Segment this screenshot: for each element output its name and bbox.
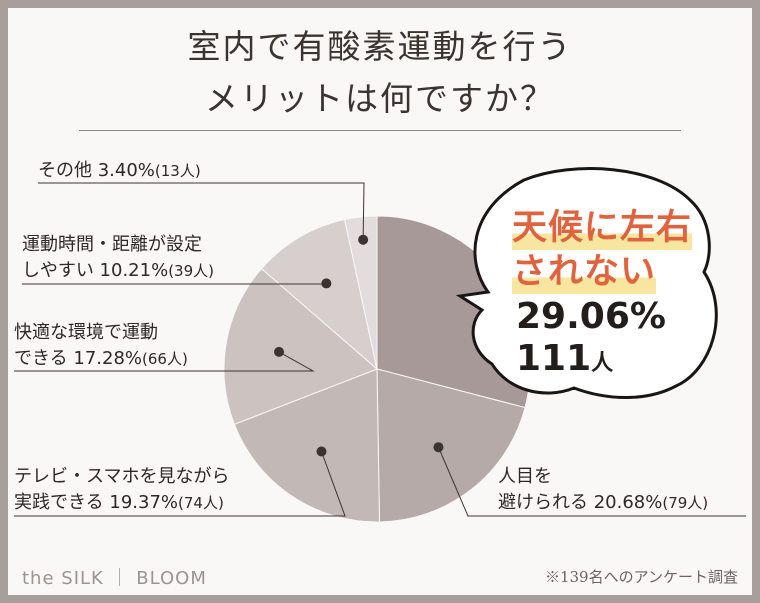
leader-line-comfort xyxy=(14,351,315,372)
slice-comfort xyxy=(223,267,378,425)
title-divider xyxy=(79,130,681,131)
label-other: その他 3.40%(13人) xyxy=(38,160,201,181)
slice-time-distance xyxy=(260,218,378,371)
survey-note: ※139名へのアンケート調査 xyxy=(544,568,738,586)
label-avoid-eyes: 人目を 避けられる 20.68%(79人) xyxy=(498,466,709,513)
label-comfort: 快適な環境で運動 できる 17.28%(66人) xyxy=(14,322,188,369)
slice-tv-phone xyxy=(233,368,381,523)
weather-count: 111人 xyxy=(516,338,614,379)
leader-line-avoid-eyes xyxy=(437,446,746,517)
leader-dot-avoid-eyes xyxy=(433,442,444,453)
label-tv-phone: テレビ・スマホを見ながら 実践できる 19.37%(74人) xyxy=(14,466,230,513)
weather-percent: 29.06% xyxy=(516,296,666,337)
label-weather: 天候に左右 されない xyxy=(512,206,693,294)
leader-dot-comfort xyxy=(274,346,285,357)
slice-other xyxy=(343,215,378,370)
leader-dot-other xyxy=(358,234,369,245)
slice-avoid-eyes xyxy=(376,368,526,523)
leader-dot-tv-phone xyxy=(316,446,327,457)
leader-line-tv-phone xyxy=(14,451,346,517)
brand-logo: the SILK ｜ BLOOM xyxy=(22,568,207,589)
leader-dot-time-distance xyxy=(321,278,332,289)
chart-title-line1: 室内で有酸素運動を行う xyxy=(187,27,573,66)
label-time-distance: 運動時間・距離が設定 しやすい 10.21%(39人) xyxy=(22,234,214,281)
leader-line-other xyxy=(38,182,365,240)
chart-title-line2: メリットは何ですか？ xyxy=(205,79,555,118)
